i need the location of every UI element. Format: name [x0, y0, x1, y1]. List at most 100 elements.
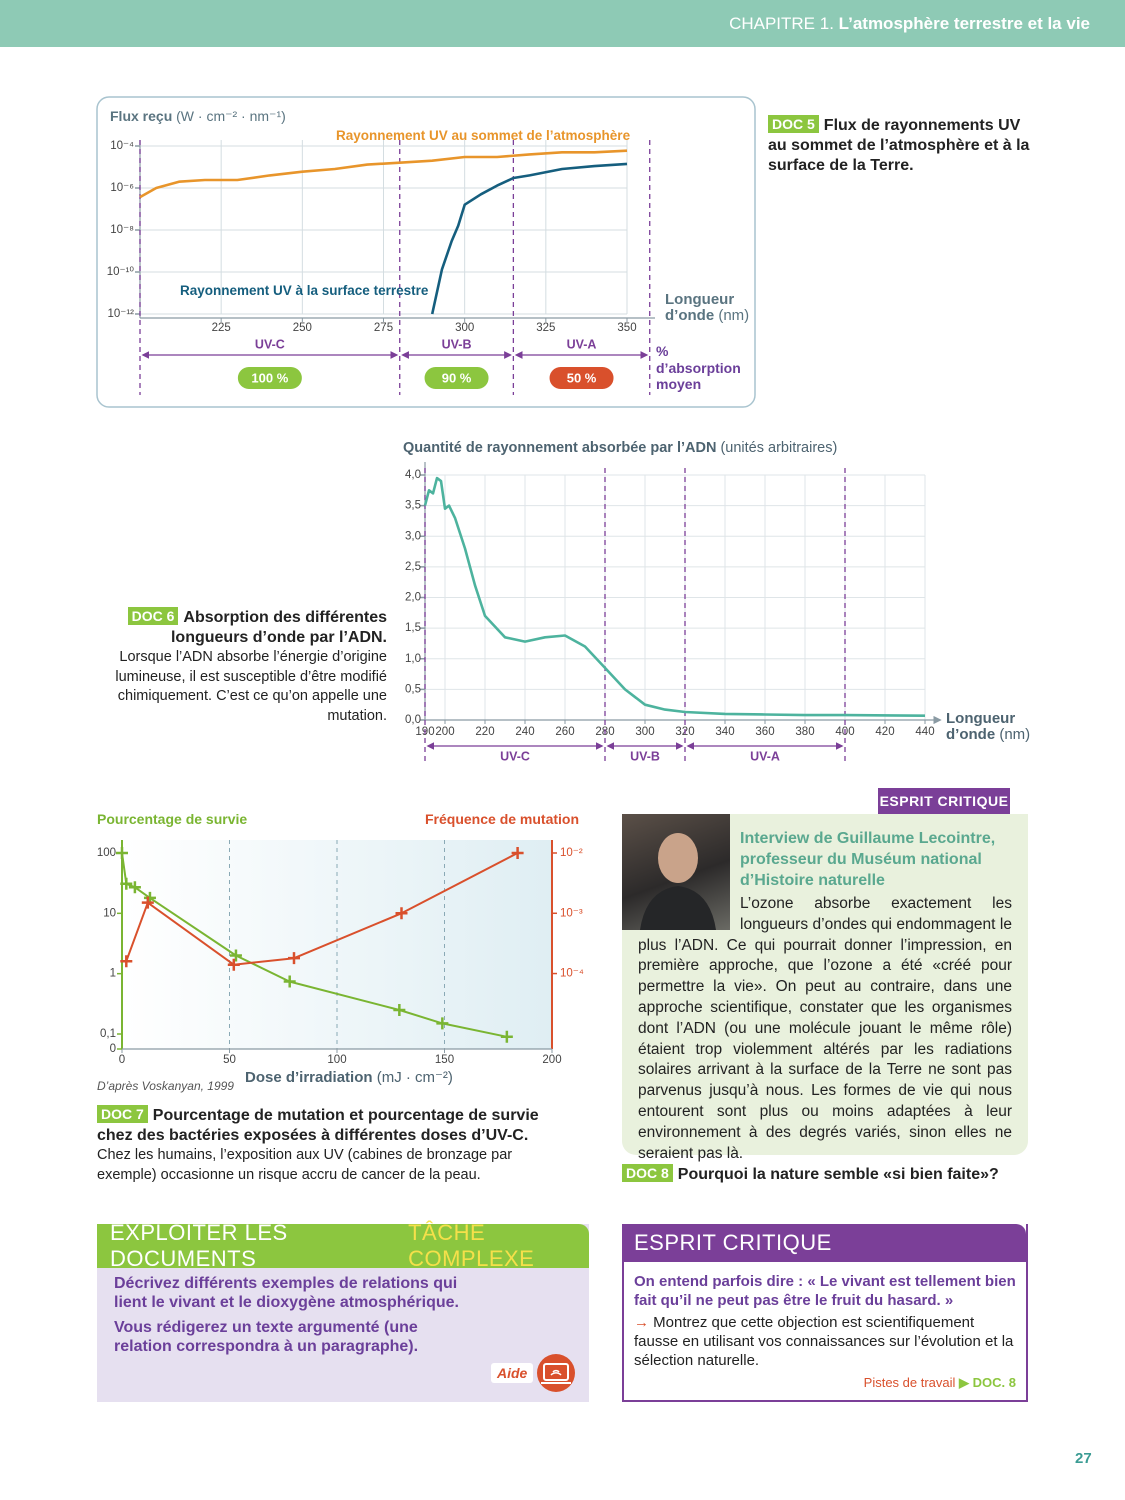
x-tick-label: 325	[536, 322, 555, 334]
instruction-text: Montrez que cette objection est scientif…	[634, 1314, 1014, 1369]
task-paragraph: Vous rédigerez un texte argumenté (une r…	[114, 1319, 419, 1355]
critique-link[interactable]: Pistes de travail ▶ DOC. 8	[863, 1375, 1016, 1390]
y-tick-label: 3,0	[405, 530, 421, 542]
x-tick-label: 200	[542, 1054, 561, 1066]
series-line	[423, 476, 926, 717]
photo	[622, 814, 730, 930]
link-label[interactable]: Pistes de travail	[863, 1375, 956, 1390]
doc5-caption: DOC 5 Flux de rayonnements UV au sommet d…	[768, 115, 1043, 176]
series-line	[430, 162, 628, 315]
y2-tick-label: 10⁻⁴	[560, 968, 584, 980]
portrait	[640, 833, 716, 930]
y-axis-title: Pourcentage de survie	[97, 811, 248, 827]
interview-text: L’ozone absorbe exactement les longueurs…	[638, 895, 1012, 1162]
x-tick-label: 300	[635, 726, 654, 738]
help-button[interactable]: Aide	[491, 1353, 579, 1393]
y-tick-label: 1	[110, 968, 116, 980]
band-label: UV-A	[567, 337, 597, 351]
task-subtitle: TÂCHE COMPLEXE	[408, 1220, 535, 1271]
badge: ESPRIT CRITIQUE	[878, 788, 1010, 814]
x-tick-label: 340	[715, 726, 734, 738]
data-point	[128, 881, 141, 894]
doc7-caption: DOC 7 Pourcentage de mutation et pourcent…	[97, 1105, 572, 1185]
y-tick-label: 1,5	[405, 622, 421, 634]
y-tick-label: 0,5	[405, 683, 421, 695]
band-label: UV-C	[255, 337, 285, 351]
doc-label: DOC 8	[622, 1164, 673, 1182]
y-tick-label: 2,0	[405, 592, 421, 604]
y-tick-label: 10⁻¹⁰	[107, 266, 135, 278]
data-point	[511, 847, 524, 859]
data-point	[120, 955, 133, 968]
x-label: Longueur d’onde	[946, 710, 1016, 743]
band-label: UV-B	[442, 337, 472, 351]
caption-title: Pourcentage de mutation et pourcentage d…	[97, 1107, 539, 1144]
caption-title: Flux de rayonnements UV au sommet de l’a…	[768, 117, 1030, 174]
y2-axis-title: Fréquence de mutation	[425, 811, 580, 827]
x-label: Dose d’irradiation	[245, 1069, 373, 1086]
task-header: EXPLOITER LES DOCUMENTS TÂCHE COMPLEXE	[97, 1220, 589, 1271]
page-number: 27	[1075, 1450, 1092, 1467]
x-axis-title: Dose d’irradiation (mJ · cm⁻²)	[245, 1068, 453, 1086]
y-tick-label: 10⁻¹²	[107, 308, 134, 320]
x-tick-label: 50	[223, 1054, 236, 1066]
x-tick-label: 350	[617, 322, 636, 334]
y-tick-label: 0,0	[405, 714, 421, 726]
series-label: Rayonnement UV au sommet de l’atmosphère	[336, 128, 631, 143]
y-tick-label: 1,0	[405, 653, 421, 665]
y-tick-label: 3,5	[405, 500, 421, 512]
x-unit: (nm)	[718, 307, 750, 324]
data-point	[141, 896, 154, 909]
absorption-label: 100 %	[251, 370, 288, 385]
x-tick-label: 300	[455, 322, 474, 334]
x-tick-label: 440	[915, 726, 934, 738]
x-tick-label: 360	[755, 726, 774, 738]
x-axis-title: Longueur d’onde (nm)	[665, 292, 757, 324]
critique-quote: On entend parfois dire : « Le vivant est…	[634, 1273, 1016, 1309]
data-point	[436, 1017, 449, 1030]
y-tick-label: 10⁻⁴	[110, 140, 134, 152]
x-label: Longueur d’onde	[665, 291, 735, 324]
critique-title: ESPRIT CRITIQUE	[624, 1224, 1026, 1262]
critique-instruction: → Montrez que cette objection est scient…	[634, 1314, 1014, 1369]
doc8-caption: DOC 8 Pourquoi la nature semble «si bien …	[622, 1164, 1028, 1185]
doc5-frame	[96, 96, 756, 408]
absorption-pill	[549, 367, 614, 389]
doc-label: DOC 5	[768, 115, 819, 133]
x-unit: (nm)	[999, 726, 1031, 743]
doc6-caption: DOC 6 Absorption des différentes longueur…	[110, 607, 387, 726]
caption-title: Pourquoi la nature semble «si bien faite…	[677, 1166, 999, 1183]
x-tick-label: 150	[435, 1054, 454, 1066]
data-point	[120, 877, 133, 890]
absorption-pill	[424, 367, 489, 389]
link-ref[interactable]: DOC. 8	[972, 1375, 1016, 1390]
y-tick-label: 10	[103, 907, 116, 919]
title: Quantité de rayonnement absorbée par l’A…	[403, 440, 717, 456]
x-tick-label: 225	[212, 322, 231, 334]
help-icon[interactable]	[533, 1353, 579, 1393]
data-point	[393, 1003, 406, 1016]
data-point	[500, 1030, 513, 1043]
chapter-title: L’atmosphère terrestre et la vie	[838, 13, 1090, 33]
y2-tick-label: 10⁻²	[560, 847, 583, 859]
y-tick-label: 10⁻⁸	[110, 224, 134, 236]
caption-text: Lorsque l’ADN absorbe l’énergie d’origin…	[115, 649, 387, 724]
y-tick-label: 4,0	[405, 469, 421, 481]
x-tick-label: 260	[555, 726, 574, 738]
absorption-label: 90 %	[442, 370, 472, 385]
data-point	[227, 958, 240, 971]
x-unit: (mJ · cm⁻²)	[376, 1069, 453, 1086]
x-tick-label: 380	[795, 726, 814, 738]
y-tick-label: 2,5	[405, 561, 421, 573]
y-tick-label: 10⁻⁶	[110, 182, 134, 194]
absorption-pill	[237, 367, 302, 389]
x-axis-title: Longueur d’onde (nm)	[946, 711, 1038, 743]
y2-tick-label: 10⁻³	[560, 907, 583, 919]
series-label: Rayonnement UV à la surface terrestre	[180, 283, 429, 298]
doc-label: DOC 6	[127, 607, 179, 625]
doc-label: DOC 7	[97, 1105, 148, 1123]
caption-title: Absorption des différentes longueurs d’o…	[170, 609, 387, 646]
x-tick-label: 200	[435, 726, 454, 738]
help-label[interactable]: Aide	[491, 1363, 534, 1383]
